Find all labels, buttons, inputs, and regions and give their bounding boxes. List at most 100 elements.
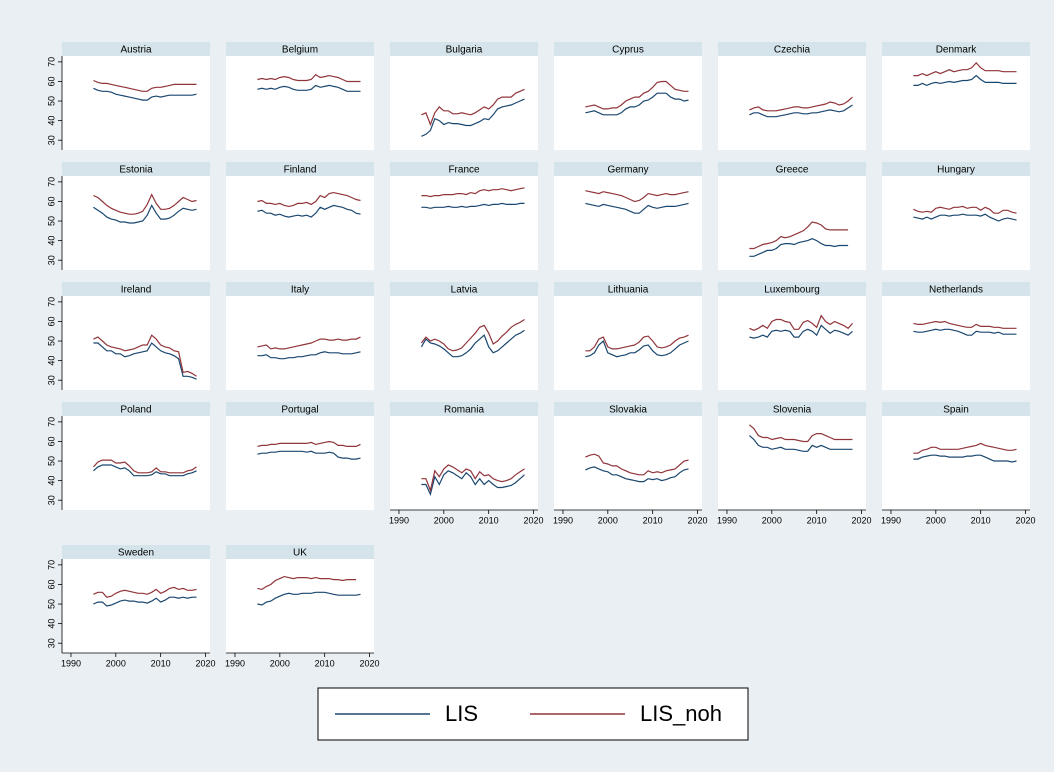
x-tick-label: 2000: [106, 658, 126, 668]
panel-title: Denmark: [936, 45, 978, 56]
panel-title: Finland: [284, 165, 317, 176]
plot-area: [390, 416, 538, 510]
plot-area: [882, 296, 1030, 390]
x-tick-label: 2000: [926, 515, 946, 525]
series-line: [913, 454, 1017, 463]
panel-strip: [718, 162, 866, 176]
y-tick-label: 40: [46, 619, 56, 629]
series-line: [913, 74, 1017, 87]
y-tick-label: 50: [46, 456, 56, 466]
series-line: [421, 187, 525, 198]
panel-strip: [62, 42, 210, 56]
panel-title: Bulgaria: [446, 45, 483, 56]
legend-label: LIS_noh: [640, 701, 722, 726]
series-line: [93, 596, 197, 607]
x-tick-label: 2020: [359, 658, 379, 668]
series-line: [585, 453, 689, 476]
x-tick-label: 1990: [881, 515, 901, 525]
panel-title: Belgium: [282, 45, 318, 56]
y-tick-label: 30: [46, 495, 56, 505]
x-tick-label: 2000: [434, 515, 454, 525]
series-line: [749, 221, 849, 250]
panel-strip: [62, 282, 210, 296]
plot-area: [554, 416, 702, 510]
series-line: [585, 334, 689, 352]
plot-area: [882, 416, 1030, 510]
y-tick-label: 60: [46, 436, 56, 446]
y-tick-label: 40: [46, 476, 56, 486]
series-line: [913, 320, 1017, 329]
x-tick-label: 1990: [389, 515, 409, 525]
series-line: [913, 442, 1017, 454]
panel-title: Hungary: [937, 165, 975, 176]
x-tick-label: 2000: [270, 658, 290, 668]
series-line: [93, 464, 197, 477]
panel-strip: [718, 282, 866, 296]
series-line: [913, 213, 1017, 222]
series-line: [93, 586, 197, 598]
x-tick-label: 2020: [523, 515, 543, 525]
series-line: [420, 318, 525, 352]
plot-area: [718, 176, 866, 270]
x-tick-label: 2020: [195, 658, 215, 668]
panel-strip: [62, 545, 210, 559]
series-line: [420, 329, 525, 358]
plot-area: [226, 559, 374, 653]
x-tick-label: 2010: [643, 515, 663, 525]
y-tick-label: 70: [46, 560, 56, 570]
panel-strip: [882, 402, 1030, 416]
x-tick-label: 1990: [225, 658, 245, 668]
panel-title: Netherlands: [929, 285, 983, 296]
series-line: [257, 591, 361, 606]
x-tick-label: 2020: [1015, 515, 1035, 525]
x-tick-label: 1990: [717, 515, 737, 525]
y-tick-label: 40: [46, 236, 56, 246]
series-line: [585, 466, 689, 483]
series-line: [913, 62, 1017, 77]
plot-area: [882, 56, 1030, 150]
x-tick-label: 2010: [807, 515, 827, 525]
series-line: [92, 459, 197, 474]
x-tick-label: 1990: [61, 658, 81, 668]
panel-title: Germany: [607, 165, 648, 176]
panel-strip: [390, 42, 538, 56]
series-line: [749, 104, 853, 118]
panel-strip: [554, 162, 702, 176]
y-tick-label: 50: [46, 216, 56, 226]
panel-strip: [226, 282, 374, 296]
panel-strip: [718, 42, 866, 56]
plot-area: [62, 56, 210, 150]
series-line: [93, 87, 197, 101]
panel-strip: [62, 402, 210, 416]
panel-strip: [226, 545, 374, 559]
panel-title: Estonia: [119, 165, 153, 176]
x-tick-label: 2010: [479, 515, 499, 525]
y-tick-label: 70: [46, 417, 56, 427]
y-tick-label: 70: [46, 297, 56, 307]
x-tick-label: 2010: [315, 658, 335, 668]
series-line: [585, 190, 689, 203]
series-line: [585, 339, 689, 358]
plot-area: [554, 56, 702, 150]
series-line: [749, 96, 853, 112]
series-line: [257, 84, 361, 92]
series-line: [421, 98, 525, 137]
panel-title: Luxembourg: [764, 285, 820, 296]
plot-area: [882, 176, 1030, 270]
plot-area: [390, 176, 538, 270]
series-line: [749, 324, 853, 339]
y-tick-label: 70: [46, 177, 56, 187]
panel-strip: [554, 282, 702, 296]
plot-area: [226, 416, 374, 510]
y-tick-label: 50: [46, 96, 56, 106]
plot-area: [718, 56, 866, 150]
y-tick-label: 60: [46, 579, 56, 589]
panel-title: UK: [293, 548, 307, 559]
series-line: [749, 435, 853, 452]
plot-area: [226, 56, 374, 150]
panel-strip: [62, 162, 210, 176]
panel-title: Poland: [120, 405, 151, 416]
x-tick-label: 2000: [762, 515, 782, 525]
y-tick-label: 30: [46, 638, 56, 648]
series-line: [421, 470, 525, 497]
